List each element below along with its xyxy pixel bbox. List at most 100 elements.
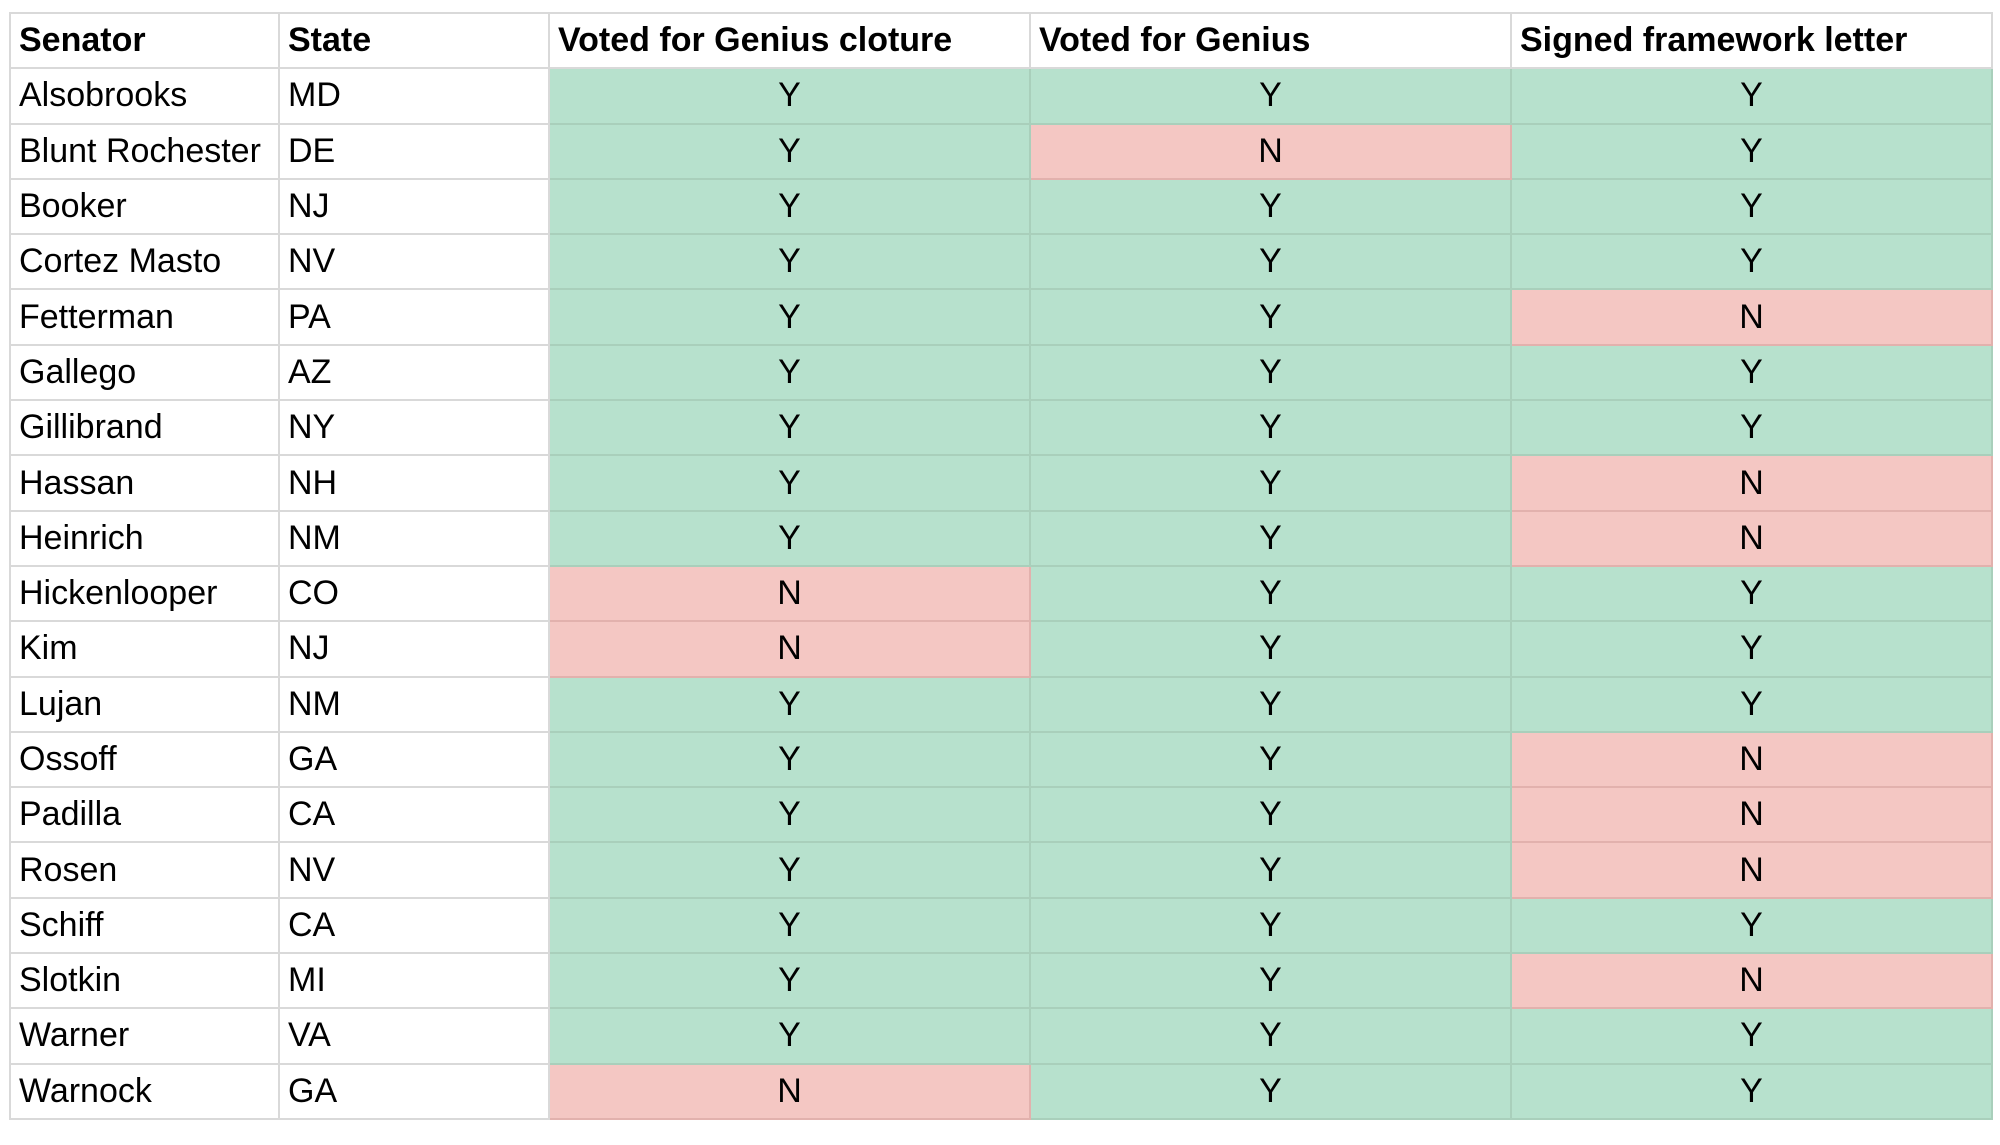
cloture-vote-cell[interactable]: Y (548, 786, 1031, 844)
cloture-vote-cell[interactable]: Y (548, 896, 1031, 955)
senator-cell[interactable]: Gallego (9, 343, 280, 402)
cloture-vote-cell[interactable]: Y (548, 399, 1031, 457)
letter-signed-cell[interactable]: N (1510, 454, 1993, 512)
cloture-vote-cell[interactable]: Y (548, 841, 1031, 899)
senator-cell[interactable]: Gillibrand (9, 399, 280, 457)
state-cell[interactable]: GA (278, 1062, 550, 1120)
column-header-cloture[interactable]: Voted for Genius cloture (548, 11, 1031, 70)
letter-signed-cell[interactable]: N (1510, 288, 1993, 346)
senator-cell[interactable]: Rosen (9, 841, 280, 899)
cloture-vote-cell[interactable]: Y (548, 177, 1031, 236)
letter-signed-cell[interactable]: N (1510, 952, 1993, 1010)
state-cell[interactable]: NY (278, 399, 550, 457)
senator-cell[interactable]: Padilla (9, 786, 280, 844)
genius-vote-cell[interactable]: Y (1029, 399, 1512, 457)
state-cell[interactable]: VA (278, 1007, 550, 1065)
letter-signed-cell[interactable]: N (1510, 786, 1993, 844)
genius-vote-cell[interactable]: Y (1029, 952, 1512, 1010)
senator-cell[interactable]: Schiff (9, 896, 280, 955)
letter-signed-cell[interactable]: Y (1510, 177, 1993, 236)
senator-cell[interactable]: Slotkin (9, 952, 280, 1010)
state-cell[interactable]: AZ (278, 343, 550, 402)
genius-vote-cell[interactable]: Y (1029, 67, 1512, 125)
state-cell[interactable]: NH (278, 454, 550, 512)
cloture-vote-cell[interactable]: Y (548, 1007, 1031, 1065)
genius-vote-cell[interactable]: Y (1029, 1062, 1512, 1120)
genius-vote-cell[interactable]: Y (1029, 786, 1512, 844)
senator-cell[interactable]: Fetterman (9, 288, 280, 346)
letter-signed-cell[interactable]: N (1510, 509, 1993, 567)
state-cell[interactable]: MD (278, 67, 550, 125)
genius-vote-cell[interactable]: N (1029, 122, 1512, 180)
cloture-vote-cell[interactable]: N (548, 564, 1031, 623)
cloture-vote-cell[interactable]: Y (548, 343, 1031, 402)
senator-cell[interactable]: Booker (9, 177, 280, 236)
genius-vote-cell[interactable]: Y (1029, 564, 1512, 623)
state-cell[interactable]: MI (278, 952, 550, 1010)
genius-vote-cell[interactable]: Y (1029, 343, 1512, 402)
genius-vote-cell[interactable]: Y (1029, 620, 1512, 678)
senator-cell[interactable]: Lujan (9, 675, 280, 733)
senator-cell[interactable]: Hassan (9, 454, 280, 512)
letter-signed-cell[interactable]: Y (1510, 399, 1993, 457)
state-cell[interactable]: NJ (278, 177, 550, 236)
letter-signed-cell[interactable]: N (1510, 730, 1993, 789)
genius-vote-cell[interactable]: Y (1029, 841, 1512, 899)
senator-cell[interactable]: Cortez Masto (9, 233, 280, 291)
cloture-vote-cell[interactable]: Y (548, 288, 1031, 346)
state-cell[interactable]: PA (278, 288, 550, 346)
state-cell[interactable]: CA (278, 786, 550, 844)
column-header-senator[interactable]: Senator (9, 11, 280, 70)
senator-cell[interactable]: Warner (9, 1007, 280, 1065)
state-cell[interactable]: NV (278, 233, 550, 291)
cloture-vote-cell[interactable]: Y (548, 454, 1031, 512)
cloture-vote-cell[interactable]: N (548, 1062, 1031, 1120)
cloture-vote-cell[interactable]: Y (548, 675, 1031, 733)
state-cell[interactable]: GA (278, 730, 550, 789)
genius-vote-cell[interactable]: Y (1029, 233, 1512, 291)
genius-vote-cell[interactable]: Y (1029, 177, 1512, 236)
genius-vote-cell[interactable]: Y (1029, 509, 1512, 567)
senator-cell[interactable]: Hickenlooper (9, 564, 280, 623)
column-header-letter[interactable]: Signed framework letter (1510, 11, 1993, 70)
cloture-vote-cell[interactable]: Y (548, 509, 1031, 567)
genius-vote-cell[interactable]: Y (1029, 896, 1512, 955)
letter-signed-cell[interactable]: Y (1510, 675, 1993, 733)
cloture-vote-cell[interactable]: Y (548, 122, 1031, 180)
state-cell[interactable]: NM (278, 675, 550, 733)
genius-vote-cell[interactable]: Y (1029, 288, 1512, 346)
letter-signed-cell[interactable]: Y (1510, 67, 1993, 125)
cloture-vote-cell[interactable]: Y (548, 233, 1031, 291)
senator-cell[interactable]: Blunt Rochester (9, 122, 280, 180)
cloture-vote-cell[interactable]: N (548, 620, 1031, 678)
state-cell[interactable]: NM (278, 509, 550, 567)
letter-signed-cell[interactable]: N (1510, 841, 1993, 899)
letter-signed-cell[interactable]: Y (1510, 233, 1993, 291)
letter-signed-cell[interactable]: Y (1510, 343, 1993, 402)
senator-cell[interactable]: Warnock (9, 1062, 280, 1120)
letter-signed-cell[interactable]: Y (1510, 1007, 1993, 1065)
state-cell[interactable]: NJ (278, 620, 550, 678)
state-cell[interactable]: CA (278, 896, 550, 955)
cloture-vote-cell[interactable]: Y (548, 730, 1031, 789)
genius-vote-cell[interactable]: Y (1029, 1007, 1512, 1065)
letter-signed-cell[interactable]: Y (1510, 1062, 1993, 1120)
column-header-state[interactable]: State (278, 11, 550, 70)
genius-vote-cell[interactable]: Y (1029, 730, 1512, 789)
state-cell[interactable]: CO (278, 564, 550, 623)
letter-signed-cell[interactable]: Y (1510, 122, 1993, 180)
senator-cell[interactable]: Ossoff (9, 730, 280, 789)
letter-signed-cell[interactable]: Y (1510, 896, 1993, 955)
senator-cell[interactable]: Alsobrooks (9, 67, 280, 125)
state-cell[interactable]: DE (278, 122, 550, 180)
senator-cell[interactable]: Heinrich (9, 509, 280, 567)
letter-signed-cell[interactable]: Y (1510, 564, 1993, 623)
state-cell[interactable]: NV (278, 841, 550, 899)
cloture-vote-cell[interactable]: Y (548, 67, 1031, 125)
genius-vote-cell[interactable]: Y (1029, 454, 1512, 512)
letter-signed-cell[interactable]: Y (1510, 620, 1993, 678)
senator-cell[interactable]: Kim (9, 620, 280, 678)
cloture-vote-cell[interactable]: Y (548, 952, 1031, 1010)
genius-vote-cell[interactable]: Y (1029, 675, 1512, 733)
column-header-genius[interactable]: Voted for Genius (1029, 11, 1512, 70)
